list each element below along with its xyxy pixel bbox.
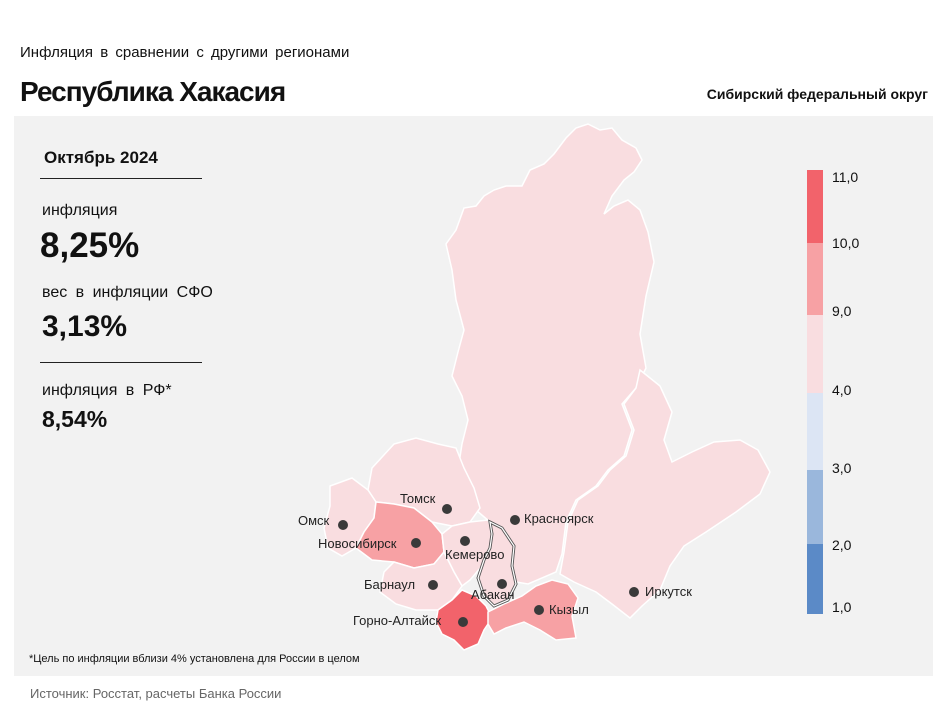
divider-top xyxy=(40,178,202,179)
city-label-barnaul: Барнаул xyxy=(364,577,415,592)
region-tuva[interactable] xyxy=(487,579,579,641)
city-label-irkutsk: Иркутск xyxy=(645,584,692,599)
city-marker-omsk: Омск xyxy=(298,513,348,530)
legend-band-4-9 xyxy=(807,315,823,393)
legend-band-1-2 xyxy=(807,544,823,614)
city-label-kemerovo: Кемерово xyxy=(445,547,504,562)
city-marker-kemerovo: Кемерово xyxy=(445,536,504,562)
region-title: Республика Хакасия xyxy=(20,76,286,107)
city-marker-novosibirsk: Новосибирск xyxy=(318,536,421,551)
city-marker-abakan: Абакан xyxy=(471,579,514,602)
city-marker-barnaul: Барнаул xyxy=(364,577,438,592)
region-khakassia-outline xyxy=(477,520,517,607)
city-label-gorno-altaysk: Горно-Алтайск xyxy=(353,613,441,628)
city-label-krasnoyarsk: Красноярск xyxy=(524,511,594,526)
rf-inflation-value: 8,54% xyxy=(42,406,108,432)
rf-inflation-label: инфляция в РФ* xyxy=(42,382,172,399)
city-marker-gorno-altaysk: Горно-Алтайск xyxy=(353,613,468,628)
source-note: Источник: Росстат, расчеты Банка России xyxy=(30,686,282,701)
legend-bar xyxy=(807,170,823,614)
period-label: Октябрь 2024 xyxy=(44,148,158,167)
city-marker-irkutsk: Иркутск xyxy=(629,584,692,599)
city-marker-kyzyl: Кызыл xyxy=(534,602,589,617)
inflation-value: 8,25% xyxy=(40,226,140,265)
footnote: *Цель по инфляции вблизи 4% установлена … xyxy=(29,653,360,665)
city-label-tomsk: Томск xyxy=(400,491,436,506)
legend-tick-1: 1,0 xyxy=(832,599,852,615)
legend-tick-2: 2,0 xyxy=(832,537,852,553)
legend-tick-4: 4,0 xyxy=(832,382,852,398)
city-marker-krasnoyarsk: Красноярск xyxy=(510,511,594,526)
city-label-abakan: Абакан xyxy=(471,587,514,602)
legend-tick-11: 11,0 xyxy=(832,169,858,185)
city-label-omsk: Омск xyxy=(298,513,330,528)
subtitle: Инфляция в сравнении с другими регионами xyxy=(20,44,350,61)
legend-tick-9: 9,0 xyxy=(832,303,852,319)
legend-tick-3: 3,0 xyxy=(832,460,852,476)
region-irkutsk[interactable] xyxy=(559,368,771,619)
legend-tick-10: 10,0 xyxy=(832,235,859,251)
inflation-label: инфляция xyxy=(42,202,118,219)
weight-label: вес в инфляции СФО xyxy=(42,284,213,301)
city-label-kyzyl: Кызыл xyxy=(549,602,589,617)
legend-band-3-4 xyxy=(807,393,823,470)
district-title: Сибирский федеральный округ xyxy=(706,86,928,102)
legend-band-9-10 xyxy=(807,243,823,315)
legend-band-10-11 xyxy=(807,170,823,243)
weight-value: 3,13% xyxy=(42,310,128,343)
divider-bottom xyxy=(40,362,202,363)
city-marker-tomsk: Томск xyxy=(400,491,452,514)
city-label-novosibirsk: Новосибирск xyxy=(318,536,397,551)
region-kemerovo[interactable] xyxy=(441,519,495,588)
legend-band-2-3 xyxy=(807,470,823,544)
